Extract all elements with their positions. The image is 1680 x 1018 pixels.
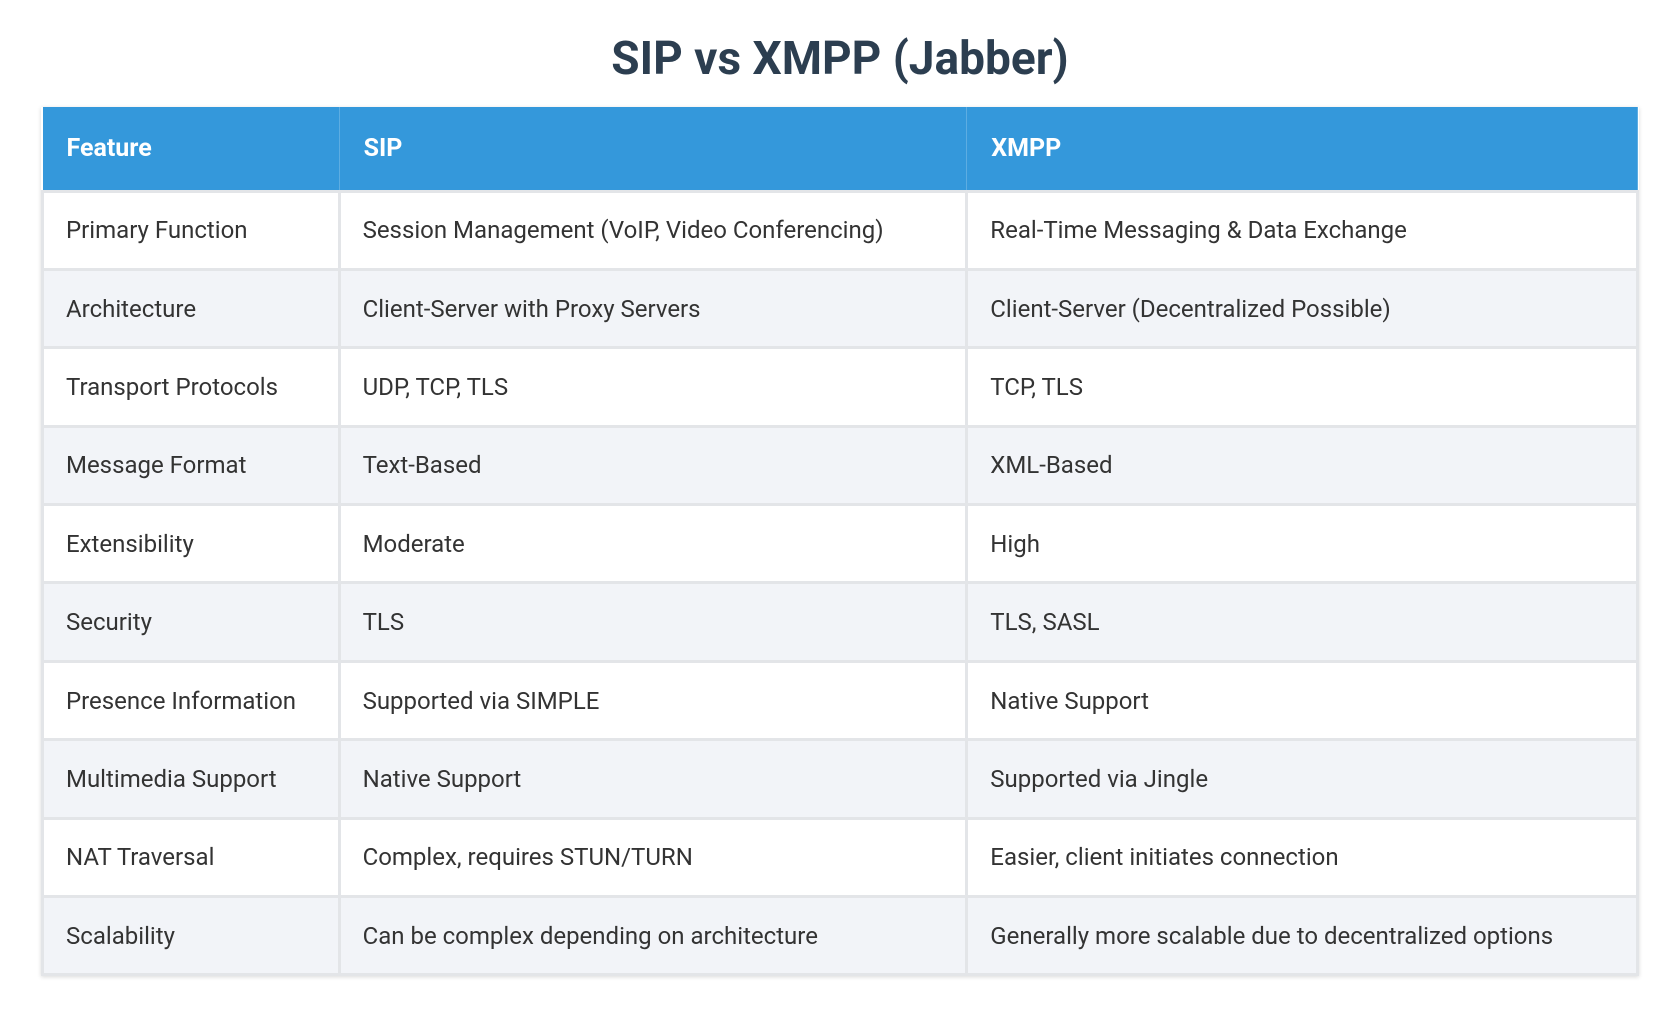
table-cell: Supported via Jingle: [965, 738, 1639, 820]
table-row: Message Format Text-Based XML-Based: [41, 424, 1639, 507]
page-title: SIP vs XMPP (Jabber): [611, 32, 1069, 86]
table-cell: Architecture: [41, 267, 341, 350]
table-cell: Presence Information: [41, 659, 341, 742]
table-cell: Native Support: [337, 738, 969, 820]
comparison-table: Feature SIP XMPP Primary Function Session M…: [41, 107, 1639, 977]
table-cell: Easier, client initiates connection: [965, 816, 1639, 899]
table-cell: Transport Protocols: [41, 346, 341, 428]
table-cell: Moderate: [337, 503, 969, 585]
table-row: Multimedia Support Native Support Supporte…: [41, 738, 1639, 820]
table-cell: Session Management (VoIP, Video Conferen…: [337, 189, 969, 271]
table-cell: NAT Traversal: [41, 816, 341, 899]
table-cell: Native Support: [965, 659, 1639, 742]
table-row: Presence Information Supported via SIMPLE…: [41, 659, 1639, 742]
table-cell: Text-Based: [337, 424, 969, 507]
table-cell: Client-Server with Proxy Servers: [337, 267, 969, 350]
table-row: NAT Traversal Complex, requires STUN/TURN…: [41, 816, 1639, 899]
header-row: Feature SIP XMPP: [42, 107, 1638, 191]
table-cell: Complex, requires STUN/TURN: [337, 816, 969, 899]
table-cell: Multimedia Support: [41, 738, 341, 820]
table-cell: Security: [41, 581, 341, 663]
column-header: XMPP: [966, 107, 1638, 191]
table-cell: Supported via SIMPLE: [337, 659, 969, 742]
table-cell: Generally more scalable due to decentral…: [965, 895, 1639, 977]
table-cell: Can be complex depending on architecture: [337, 895, 969, 977]
table-cell: TCP, TLS: [965, 346, 1639, 428]
table-cell: TLS: [337, 581, 969, 663]
table-row: Primary Function Session Management (VoIP…: [41, 189, 1639, 271]
table-cell: High: [965, 503, 1639, 585]
table-cell: Message Format: [41, 424, 341, 507]
table-cell: Client-Server (Decentralized Possible): [965, 267, 1639, 350]
table-cell: XML-Based: [965, 424, 1639, 507]
table-row: Security TLS TLS, SASL: [41, 581, 1639, 663]
table-cell: TLS, SASL: [965, 581, 1639, 663]
column-header: SIP: [339, 107, 968, 191]
table-row: Scalability Can be complex depending on a…: [41, 895, 1639, 977]
table-row: Extensibility Moderate High: [41, 503, 1639, 585]
table-cell: Real-Time Messaging & Data Exchange: [965, 189, 1639, 271]
table-row: Architecture Client-Server with Proxy Ser…: [41, 267, 1639, 350]
table-cell: Primary Function: [41, 189, 341, 271]
table-row: Transport Protocols UDP, TCP, TLS TCP, TLS: [41, 346, 1639, 428]
table-body: Primary Function Session Management (VoIP…: [41, 189, 1639, 977]
table-cell: Extensibility: [41, 503, 341, 585]
table-cell: Scalability: [41, 895, 341, 977]
table-cell: UDP, TCP, TLS: [337, 346, 969, 428]
column-header: Feature: [42, 107, 340, 191]
